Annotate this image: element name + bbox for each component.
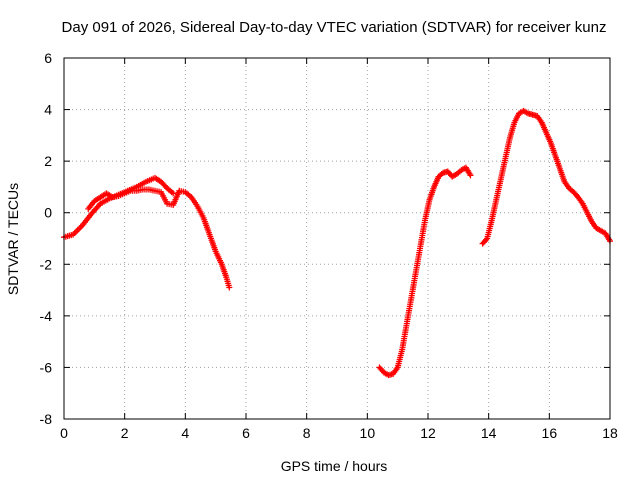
y-tick-label: -2: [40, 256, 53, 272]
plot-frame: [63, 57, 611, 420]
x-tick-label: 10: [360, 425, 376, 441]
x-tick-label: 0: [60, 425, 68, 441]
x-tick-labels: 0 2 4 6 8 10 12 14 16 18: [60, 425, 618, 441]
x-tick-label: 2: [121, 425, 129, 441]
x-tick-label: 4: [181, 425, 189, 441]
x-tick-label: 6: [242, 425, 250, 441]
data-point: [226, 284, 233, 291]
axis-ticks: [63, 57, 611, 420]
x-tick-label: 16: [542, 425, 558, 441]
chart-title: Day 091 of 2026, Sidereal Day-to-day VTE…: [62, 19, 607, 36]
x-tick-label: 18: [602, 425, 618, 441]
y-tick-label: 2: [44, 153, 52, 169]
y-tick-label: -8: [40, 411, 53, 427]
y-tick-labels: -8 -6 -4 -2 0 2 4 6: [40, 50, 53, 427]
x-tick-label: 14: [481, 425, 497, 441]
data-points: [61, 107, 613, 379]
grid-lines: [64, 58, 610, 419]
y-tick-label: 6: [44, 50, 52, 66]
data-point: [467, 172, 474, 179]
data-point: [483, 236, 490, 243]
y-axis-label: SDTVAR / TECUs: [5, 183, 21, 295]
y-tick-label: -4: [40, 308, 53, 324]
x-tick-label: 12: [420, 425, 436, 441]
y-tick-label: 4: [44, 102, 52, 118]
y-tick-label: -6: [40, 359, 53, 375]
data-point: [170, 190, 177, 197]
x-axis-label: GPS time / hours: [281, 458, 388, 474]
y-tick-label: 0: [44, 205, 52, 221]
x-tick-label: 8: [303, 425, 311, 441]
